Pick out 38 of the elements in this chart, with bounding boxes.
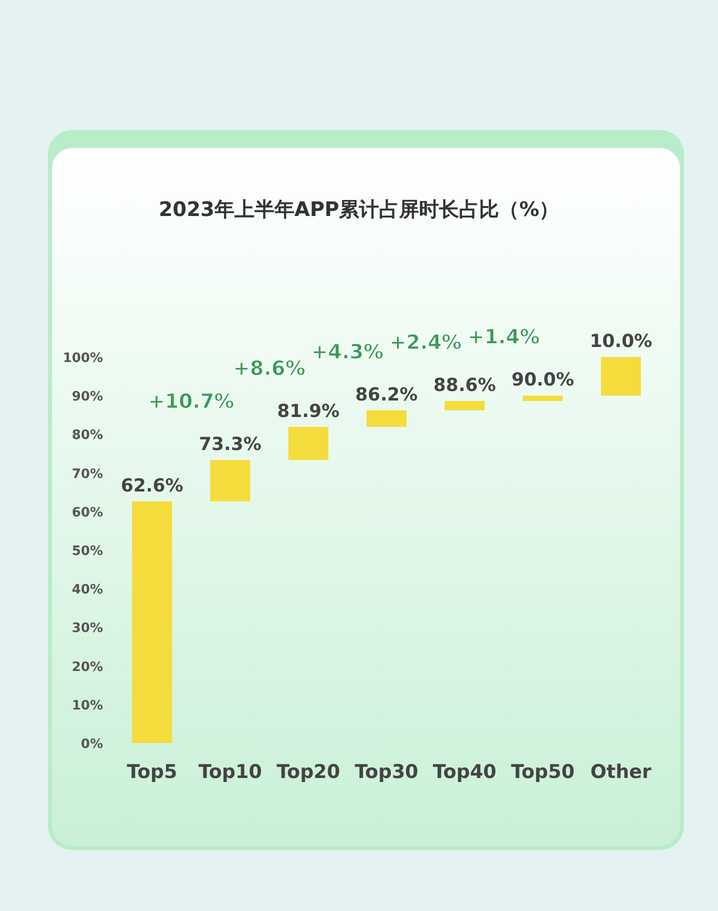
bar [366, 410, 406, 427]
bar [288, 426, 328, 460]
x-tick-label: Top20 [276, 761, 340, 783]
data-label: 62.6% [120, 475, 184, 496]
y-tick-label: 100% [62, 351, 103, 366]
bar [600, 357, 641, 396]
y-tick-label: 0% [80, 737, 103, 752]
chart-title: 2023年上半年APP累计占屏时长占比（%） [158, 197, 560, 221]
annotation: +8.6% [233, 356, 306, 380]
text: +2.4% [389, 330, 462, 354]
data-label: 73.3% [198, 434, 262, 456]
bar [522, 396, 563, 402]
data-label: 10.0% [590, 331, 652, 352]
data-label: 88.6% [433, 375, 496, 396]
x-tick-label: Top40 [432, 761, 496, 783]
y-tick-label: 30% [72, 621, 103, 636]
y-tick-label: 80% [72, 428, 103, 444]
data-label: 90.0% [512, 370, 574, 391]
y-tick-label: 50% [72, 544, 103, 559]
x-tick-label: Top10 [198, 761, 262, 783]
y-tick-label: 60% [72, 505, 103, 520]
y-tick-label: 10% [72, 698, 103, 714]
bar [132, 501, 172, 743]
data-label: 81.9% [277, 400, 340, 422]
bar [210, 460, 250, 502]
x-tick-label: Other [590, 761, 652, 783]
annotation: +10.7% [148, 389, 234, 414]
y-tick-label: 20% [72, 660, 103, 675]
y-tick-label: 40% [72, 582, 103, 598]
x-tick-label: Top30 [354, 761, 418, 783]
y-tick-label: 70% [72, 466, 103, 482]
y-tick-label: 90% [72, 390, 103, 405]
bar [444, 401, 485, 410]
x-tick-label: Top50 [511, 761, 575, 783]
annotation: +4.3% [311, 339, 384, 364]
data-label: 86.2% [355, 384, 418, 406]
text: +1.4% [468, 324, 540, 349]
x-tick-label: Top5 [126, 761, 178, 783]
